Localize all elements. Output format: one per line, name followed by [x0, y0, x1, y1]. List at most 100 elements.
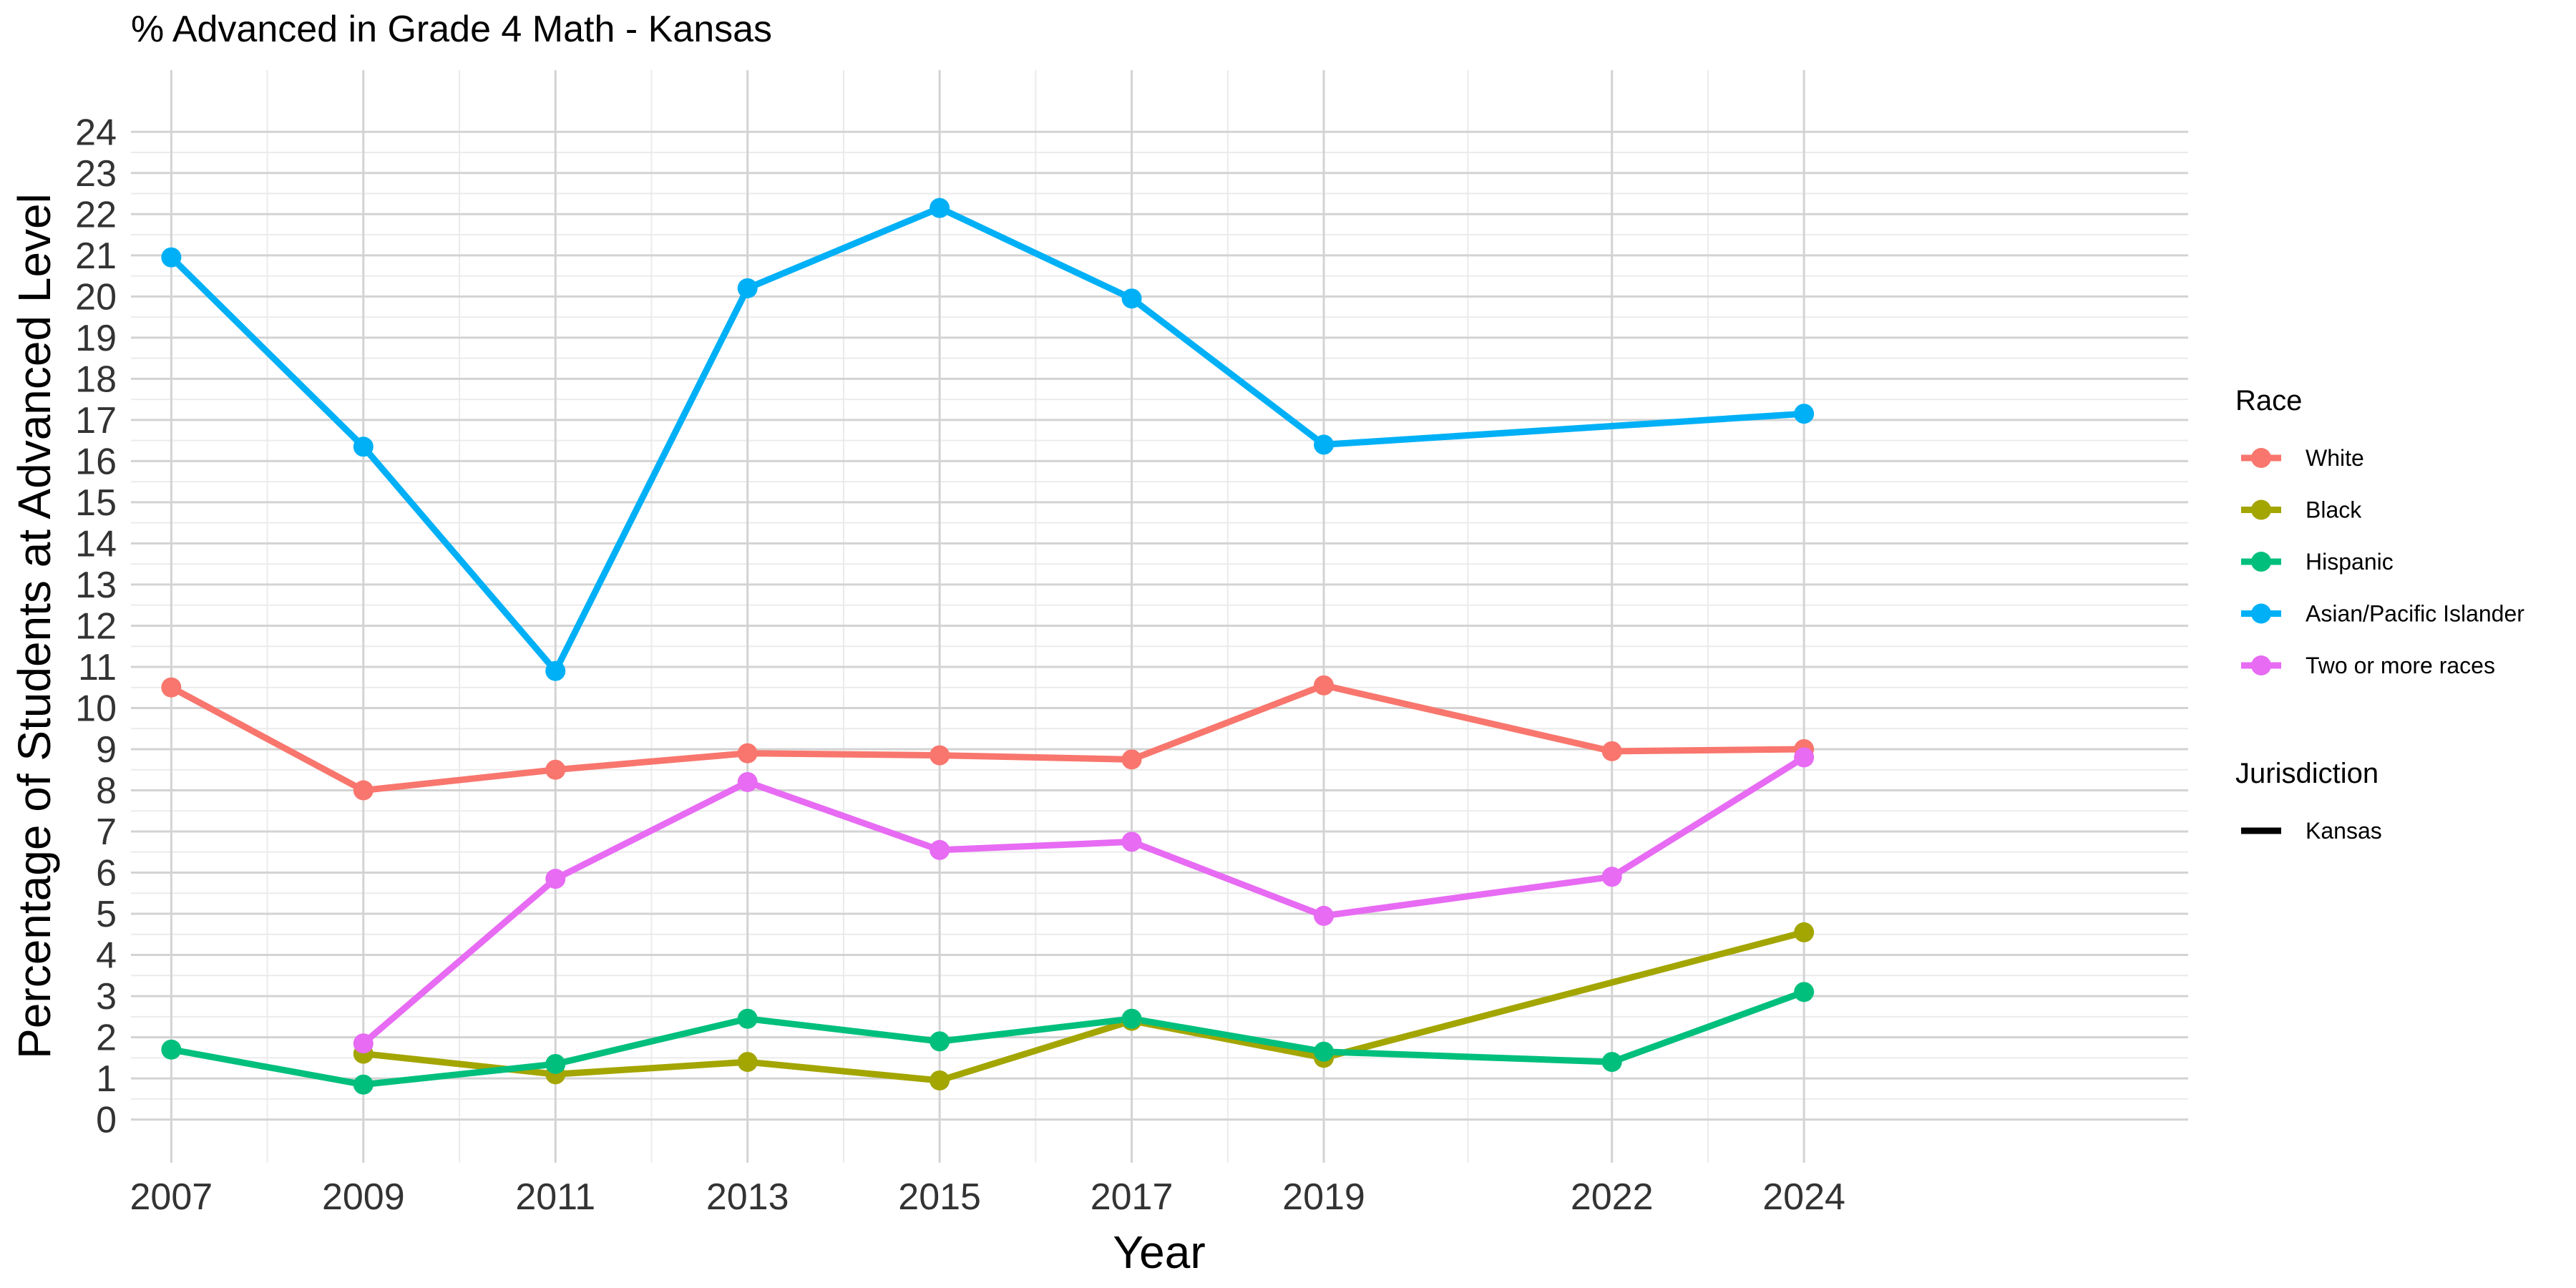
legend-entry-white: White: [2241, 445, 2364, 471]
y-tick-label: 14: [75, 523, 117, 565]
legend-entry-hispanic: Hispanic: [2241, 549, 2394, 575]
x-tick-label: 2015: [898, 1176, 981, 1218]
legend-entry-asian-pacific-islander: Asian/Pacific Islander: [2241, 601, 2524, 627]
data-point-two-or-more-races: [1794, 747, 1815, 768]
x-tick-label: 2011: [515, 1176, 595, 1218]
x-axis-title: Year: [1113, 1226, 1205, 1278]
data-point-white: [545, 759, 566, 780]
legend-key-point: [2251, 603, 2271, 624]
x-tick-label: 2009: [322, 1176, 405, 1218]
x-tick-label: 2022: [1571, 1176, 1654, 1218]
y-tick-label: 1: [96, 1058, 117, 1100]
chart-title: % Advanced in Grade 4 Math - Kansas: [131, 9, 772, 50]
data-point-white: [930, 745, 950, 766]
data-point-two-or-more-races: [1601, 867, 1622, 887]
data-point-two-or-more-races: [930, 839, 950, 860]
series-line-two-or-more-races: [361, 754, 1806, 1046]
y-tick-label: 19: [75, 318, 117, 359]
data-point-asian-pacific-islander: [930, 197, 950, 218]
data-point-white: [1314, 675, 1335, 696]
data-point-black: [737, 1052, 758, 1073]
y-tick-label: 23: [75, 153, 117, 195]
legend-label: Black: [2306, 497, 2362, 523]
legend-label: White: [2306, 445, 2364, 471]
data-point-asian-pacific-islander: [1121, 288, 1142, 309]
y-tick-label: 5: [96, 894, 117, 935]
y-tick-label: 20: [75, 276, 117, 318]
legend-label: Asian/Pacific Islander: [2306, 601, 2524, 627]
y-tick-label: 2: [96, 1018, 117, 1059]
series-line-asian-pacific-islander: [169, 205, 1805, 675]
y-tick-label: 13: [75, 565, 117, 606]
legend-label: Hispanic: [2306, 549, 2394, 575]
legend-entries: White Black Hispanic Asian/Pacific Islander…: [2241, 445, 2524, 678]
legend-label: Kansas: [2306, 818, 2382, 844]
y-tick-label: 6: [96, 853, 117, 894]
legend-entry-black: Black: [2241, 497, 2362, 523]
x-tick-label: 2019: [1282, 1176, 1365, 1218]
data-point-hispanic: [737, 1008, 758, 1029]
legend-jurisdiction-entries: Kansas: [2241, 818, 2382, 844]
data-point-hispanic: [353, 1074, 374, 1095]
y-tick-label: 17: [75, 400, 117, 441]
data-point-white: [1601, 741, 1622, 761]
y-tick-label: 21: [75, 235, 117, 277]
y-tick-label: 4: [96, 935, 117, 977]
y-tick-label: 22: [75, 194, 117, 235]
legend-key-point: [2251, 448, 2271, 468]
legend-entry-two-or-more-races: Two or more races: [2241, 653, 2495, 678]
y-tick-label: 24: [75, 112, 117, 153]
legend-entry-jurisdiction: Kansas: [2241, 818, 2382, 844]
y-tick-label: 15: [75, 482, 117, 524]
y-tick-label: 9: [96, 729, 117, 771]
y-axis-title: Percentage of Students at Advanced Level: [9, 193, 60, 1059]
data-point-white: [1121, 749, 1142, 770]
data-point-hispanic: [161, 1039, 182, 1060]
data-point-asian-pacific-islander: [353, 436, 374, 457]
y-tick-label: 8: [96, 770, 117, 811]
data-point-hispanic: [930, 1031, 950, 1052]
data-point-two-or-more-races: [737, 771, 758, 792]
data-point-white: [353, 780, 374, 801]
data-point-two-or-more-races: [1314, 905, 1335, 926]
data-point-asian-pacific-islander: [161, 247, 182, 268]
data-point-hispanic: [1314, 1041, 1335, 1062]
data-point-two-or-more-races: [1121, 831, 1142, 852]
data-point-black: [1794, 922, 1815, 942]
legend-title: Race: [2235, 385, 2302, 416]
y-tick-label: 16: [75, 441, 117, 482]
legend-key-point: [2251, 552, 2271, 572]
data-point-hispanic: [1601, 1052, 1622, 1073]
legend-key-point: [2251, 499, 2271, 520]
legend-key-point: [2251, 655, 2271, 675]
y-tick-label: 11: [78, 647, 117, 688]
y-tick-label: 10: [75, 688, 117, 729]
legend-label: Two or more races: [2306, 653, 2495, 678]
data-point-hispanic: [545, 1053, 566, 1074]
y-tick-label: 12: [75, 605, 117, 647]
y-tick-label: 0: [96, 1100, 117, 1141]
data-point-white: [161, 677, 182, 698]
x-tick-label: 2013: [706, 1176, 789, 1218]
legend: Race White Black Hispanic Asian/Pacific Isl…: [2235, 385, 2524, 844]
data-point-white: [737, 743, 758, 763]
data-point-hispanic: [1121, 1008, 1142, 1029]
x-tick-label: 2017: [1091, 1176, 1174, 1218]
data-point-asian-pacific-islander: [1794, 404, 1815, 424]
y-tick-label: 3: [96, 976, 117, 1018]
data-point-asian-pacific-islander: [545, 660, 566, 681]
data-point-asian-pacific-islander: [1314, 434, 1335, 455]
data-point-two-or-more-races: [353, 1033, 374, 1054]
y-tick-label: 7: [96, 811, 117, 853]
data-point-two-or-more-races: [545, 869, 566, 889]
data-point-asian-pacific-islander: [737, 278, 758, 298]
data-point-hispanic: [1794, 982, 1815, 1002]
x-tick-label: 2007: [130, 1176, 213, 1218]
data-point-black: [930, 1070, 950, 1091]
series-points: [161, 197, 1815, 1095]
x-axis-ticks: 2007 2009 2011 2013 2015 2017 2019 2022 2024: [130, 1176, 1845, 1218]
y-tick-label: 18: [75, 358, 117, 400]
x-tick-label: 2024: [1762, 1176, 1845, 1218]
